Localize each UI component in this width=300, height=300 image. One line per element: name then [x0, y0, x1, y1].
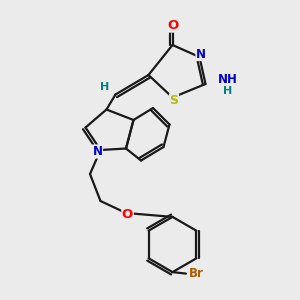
Text: H: H: [100, 82, 109, 92]
Text: H: H: [224, 86, 232, 97]
Text: O: O: [167, 19, 178, 32]
Text: Br: Br: [189, 267, 204, 280]
Text: N: N: [196, 47, 206, 61]
Text: S: S: [169, 94, 178, 107]
Text: N: N: [92, 145, 103, 158]
Text: O: O: [122, 208, 133, 221]
Text: NH: NH: [218, 73, 238, 86]
